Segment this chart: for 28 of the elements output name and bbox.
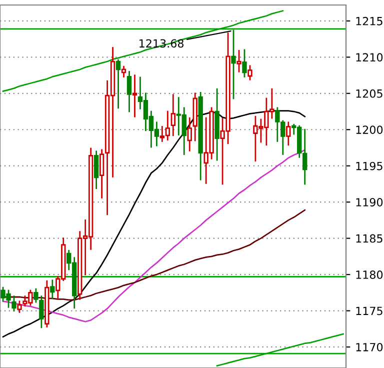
- y-tick-label: 1215: [356, 16, 382, 26]
- candlestick: [99, 149, 104, 198]
- y-tick-label: 1210: [356, 53, 383, 62]
- candlestick: [214, 88, 220, 161]
- candlestick: [116, 59, 121, 109]
- y-tick-label: 1185: [356, 234, 382, 243]
- candlestick: [170, 94, 176, 136]
- y-tick-label: 1205: [356, 89, 382, 98]
- y-tick-label: 1180: [356, 270, 383, 279]
- y-tick-label: 1170: [356, 342, 383, 352]
- candlestick: [44, 280, 50, 328]
- candlestick: [126, 70, 132, 112]
- candlestick: [50, 280, 55, 300]
- candlestick: [231, 30, 236, 100]
- y-tick-label: 1200: [356, 126, 383, 134]
- candlestick: [121, 66, 126, 78]
- candlestick: [198, 92, 203, 180]
- y-tick-label: 1190: [356, 198, 383, 206]
- candlestick: [39, 296, 44, 328]
- candlestick: [132, 74, 138, 118]
- candlestick: [94, 150, 99, 190]
- candlestick: [192, 92, 198, 142]
- y-tick-label: 1195: [356, 162, 382, 170]
- candlestick: [286, 122, 291, 146]
- candlestick: [187, 117, 192, 152]
- y-tick-label: 1175: [356, 306, 382, 316]
- line-series: [2, 110, 306, 338]
- line-series: [2, 149, 306, 322]
